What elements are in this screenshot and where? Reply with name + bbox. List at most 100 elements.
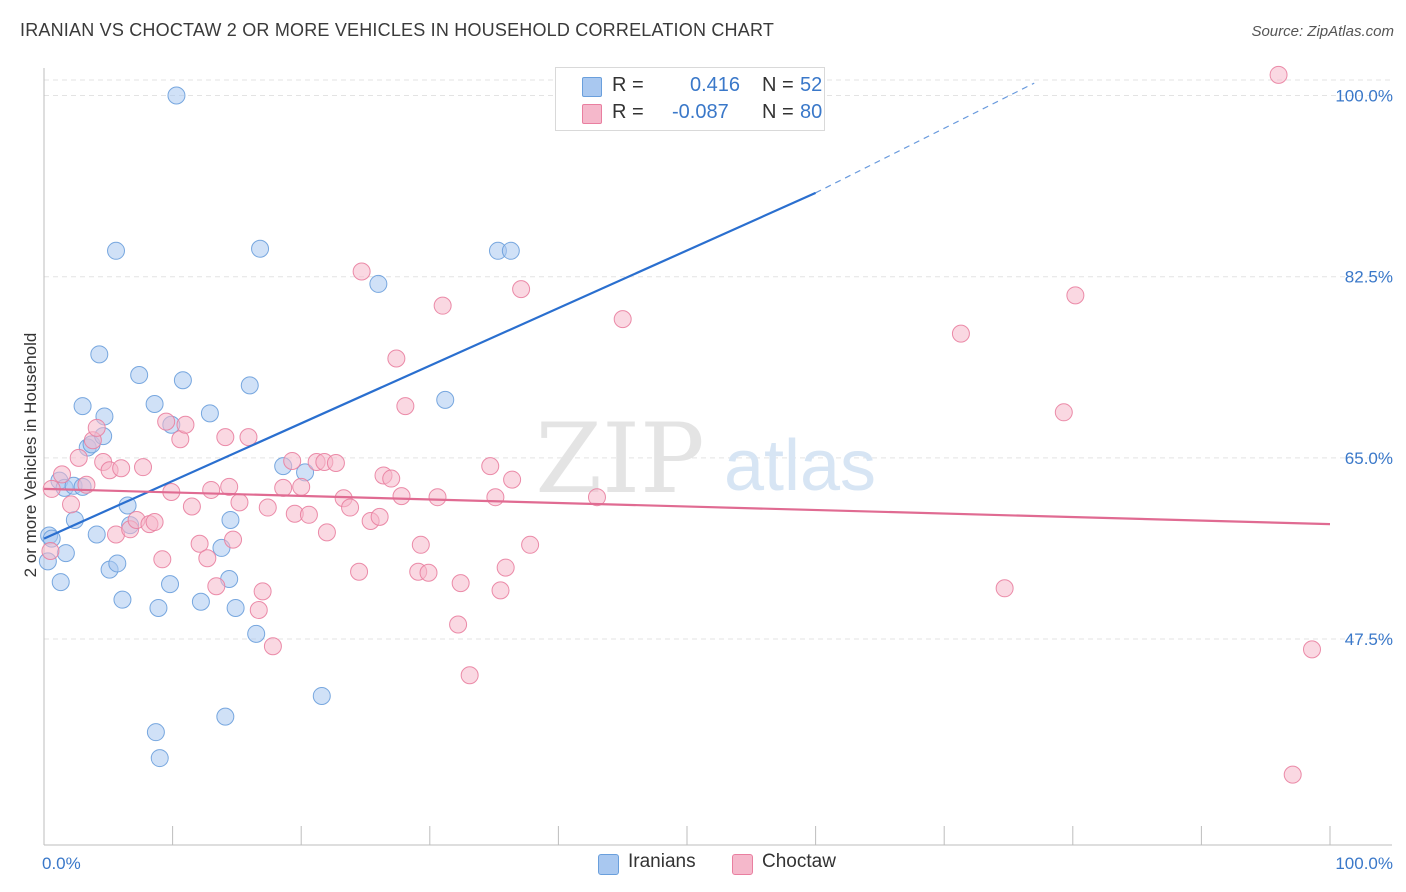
iranians-point (200, 404, 219, 423)
choctaw-point (53, 465, 72, 484)
choctaw-point (451, 574, 470, 593)
choctaw-point (283, 451, 302, 470)
iranians-point (240, 376, 259, 395)
series-choctaw (41, 65, 1321, 784)
choctaw-point (449, 615, 468, 634)
choctaw-point (317, 523, 336, 542)
choctaw-point (258, 498, 277, 517)
choctaw-point (230, 493, 249, 512)
iranians-point (226, 598, 245, 617)
choctaw-point (69, 448, 88, 467)
choctaw-point (486, 488, 505, 507)
choctaw-point (382, 469, 401, 488)
choctaw-point (190, 534, 209, 553)
choctaw-point (460, 666, 479, 685)
iranians-point (247, 624, 266, 643)
choctaw-point (512, 280, 531, 299)
chart-title: IRANIAN VS CHOCTAW 2 OR MORE VEHICLES IN… (20, 20, 775, 40)
choctaw-point (370, 507, 389, 526)
choctaw-point (134, 458, 153, 477)
iranians-point (56, 544, 75, 563)
choctaw-point (995, 579, 1014, 598)
trend-lines (43, 82, 1331, 540)
iranians-point (108, 554, 127, 573)
choctaw-point (239, 428, 258, 447)
series-legend: Iranians Choctaw (0, 851, 1406, 879)
r-label: R = (612, 101, 644, 123)
choctaw-point (299, 505, 318, 524)
choctaw-point (145, 513, 164, 532)
r-value: 0.416 (690, 74, 741, 96)
iranians-point (436, 390, 455, 409)
choctaw-point (503, 470, 522, 489)
choctaw-point (1054, 403, 1073, 422)
watermark: ZIP atlas (535, 403, 876, 515)
n-value: 80 (800, 101, 823, 123)
choctaw-point (1283, 765, 1302, 784)
iranians-point (221, 510, 240, 529)
iranians-point (113, 590, 132, 609)
y-tick-label: 65.0% (1345, 449, 1393, 468)
choctaw-point (428, 488, 447, 507)
choctaw-trend-line (43, 487, 1331, 526)
watermark-atlas: atlas (724, 426, 876, 506)
choctaw-point (613, 310, 632, 329)
iranians-trend-extension (815, 82, 1035, 194)
choctaw-point (392, 487, 411, 506)
choctaw-point (491, 581, 510, 600)
choctaw-point (157, 412, 176, 431)
choctaw-point (182, 497, 201, 516)
n-label: N = (762, 74, 794, 96)
x-tick-labels: 0.0% 100.0% (42, 854, 1393, 873)
iranians-point (369, 274, 388, 293)
choctaw-point (352, 262, 371, 281)
legend-label: Iranians (628, 851, 696, 872)
iranians-swatch (582, 77, 602, 97)
iranians-point (51, 573, 70, 592)
choctaw-point (411, 535, 430, 554)
choctaw-point (951, 324, 970, 343)
choctaw-point (521, 535, 540, 554)
choctaw-point (341, 498, 360, 517)
iranians-point (149, 598, 168, 617)
choctaw-point (1302, 640, 1321, 659)
iranians-point (130, 366, 149, 385)
choctaw-point (224, 530, 243, 549)
iranians-point (87, 525, 106, 544)
iranians-point (173, 371, 192, 390)
choctaw-point (326, 454, 345, 473)
axes (43, 68, 1392, 846)
choctaw-point (587, 488, 606, 507)
choctaw-point (62, 495, 81, 514)
choctaw-point (263, 637, 282, 656)
choctaw-point (153, 550, 172, 569)
iranians-point (191, 592, 210, 611)
data-points (38, 65, 1321, 784)
iranians-point (312, 686, 331, 705)
iranians-point (167, 86, 186, 105)
y-tick-label: 47.5% (1345, 630, 1393, 649)
iranians-point (145, 395, 164, 414)
choctaw-point (198, 549, 217, 568)
n-value: 52 (800, 74, 823, 96)
iranians-point (251, 239, 270, 258)
choctaw-point (253, 582, 272, 601)
r-label: R = (612, 74, 644, 96)
choctaw-point (274, 478, 293, 497)
chart-source: Source: ZipAtlas.com (1251, 23, 1394, 40)
choctaw-point (176, 415, 195, 434)
iranians-point (146, 723, 165, 742)
choctaw-point (350, 562, 369, 581)
correlation-legend: R = 0.416 N = 52 R = -0.087 N = 80 (555, 67, 825, 131)
x-tick-label: 0.0% (42, 854, 81, 873)
choctaw-point (1066, 286, 1085, 305)
iranians-swatch (598, 854, 619, 875)
choctaw-point (207, 577, 226, 596)
y-tick-labels: 47.5% 65.0% 82.5% 100.0% (1335, 87, 1393, 649)
choctaw-point (202, 480, 221, 499)
choctaw-point (292, 477, 311, 496)
watermark-zip: ZIP (535, 403, 704, 515)
y-axis-label: 2 or more Vehicles in Household (21, 332, 40, 578)
iranians-point (161, 575, 180, 594)
